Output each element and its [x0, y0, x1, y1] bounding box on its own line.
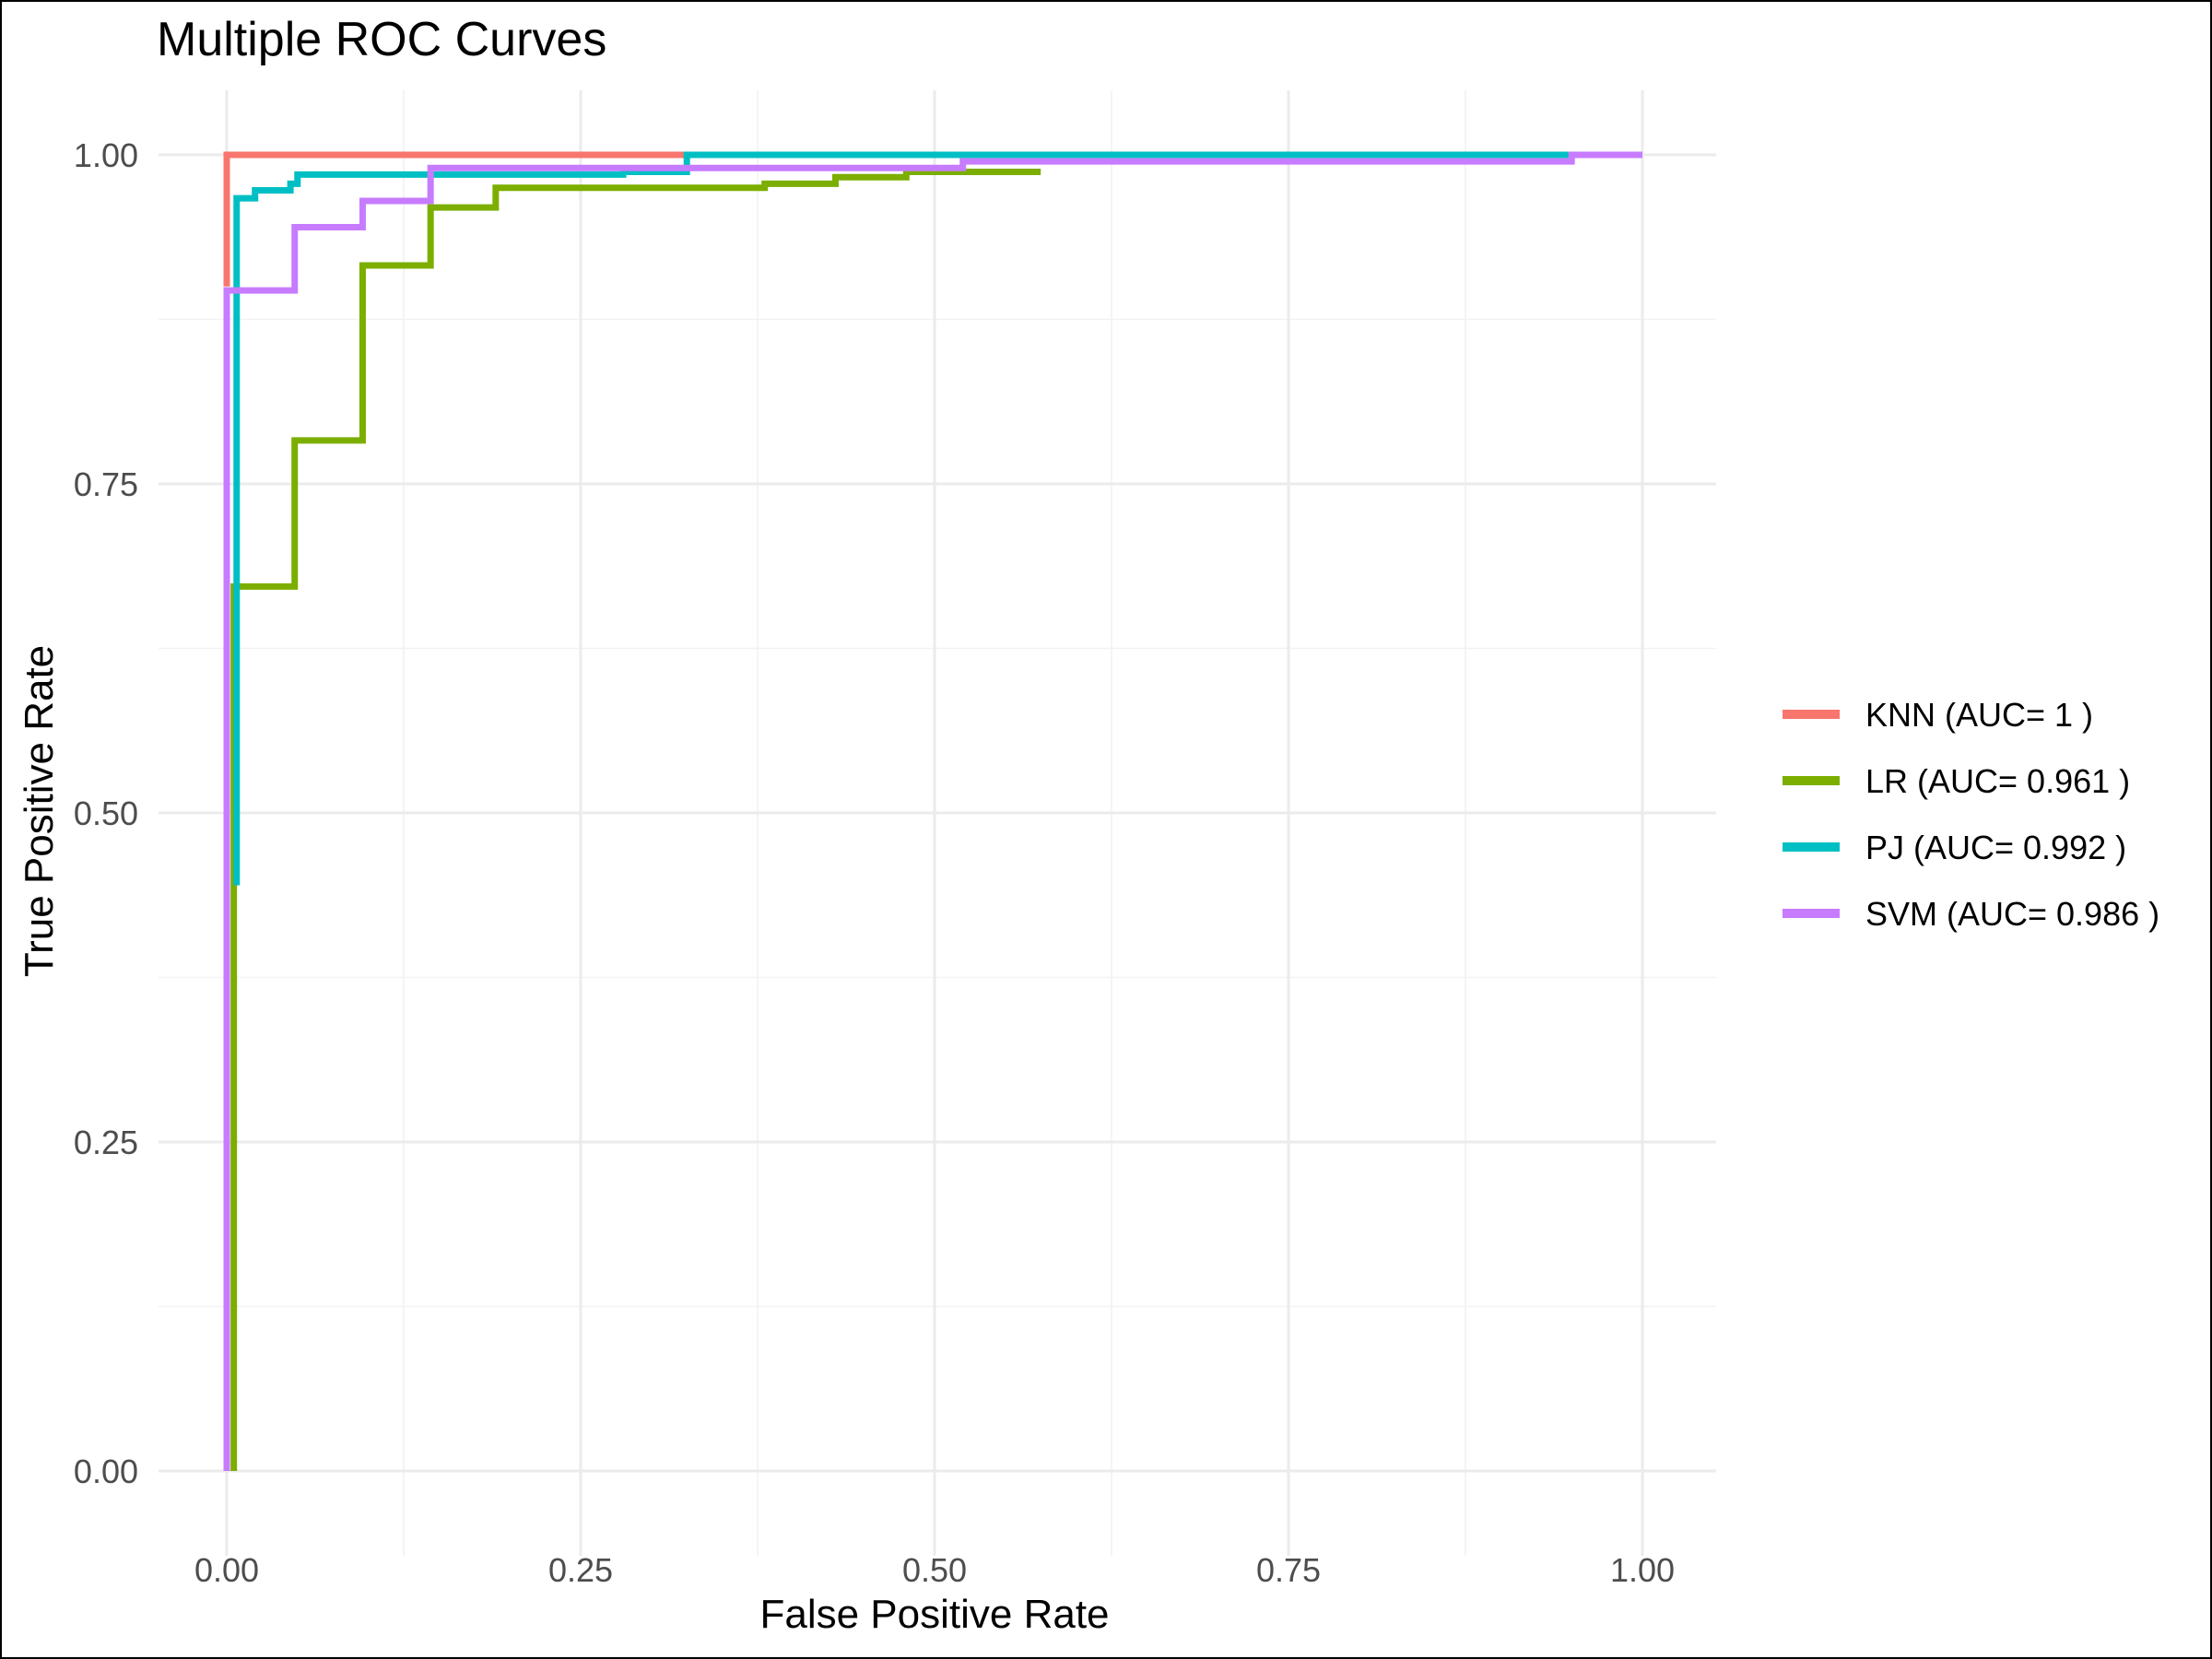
y-tick-label: 0.25	[74, 1124, 138, 1161]
x-tick-label: 0.00	[194, 1551, 259, 1589]
x-tick-label: 1.00	[1610, 1551, 1675, 1589]
x-axis-title: False Positive Rate	[759, 1592, 1109, 1637]
grid	[159, 90, 1716, 1556]
roc-curves	[223, 151, 1642, 1471]
roc-curve-pj	[233, 151, 1572, 886]
chart-title: Multiple ROC Curves	[157, 13, 606, 66]
x-tick-label: 0.25	[548, 1551, 613, 1589]
y-tick-label: 0.75	[74, 465, 138, 503]
roc-curve-svm	[223, 151, 1642, 1471]
y-tick-label: 1.00	[74, 136, 138, 174]
y-axis-title: True Positive Rate	[17, 645, 62, 977]
roc-curve-lr	[230, 169, 1041, 1471]
roc-curve-knn	[223, 151, 688, 287]
x-tick-label: 0.50	[902, 1551, 967, 1589]
y-tick-label: 0.00	[74, 1453, 138, 1490]
y-tick-label: 0.50	[74, 794, 138, 832]
legend: KNN (AUC= 1 ) LR (AUC= 0.961 ) PJ (AUC= 0.…	[1783, 696, 2159, 933]
x-tick-label: 0.75	[1256, 1551, 1321, 1589]
legend-label-knn: KNN (AUC= 1 )	[1865, 696, 2093, 734]
legend-label-pj: PJ (AUC= 0.992 )	[1865, 829, 2126, 866]
axis-ticks: 0.00 0.25 0.50 0.75 1.00 0.00 0.25 0.50 0.75 1.00	[74, 136, 1675, 1589]
legend-label-lr: LR (AUC= 0.961 )	[1865, 762, 2130, 800]
legend-label-svm: SVM (AUC= 0.986 )	[1865, 895, 2159, 933]
